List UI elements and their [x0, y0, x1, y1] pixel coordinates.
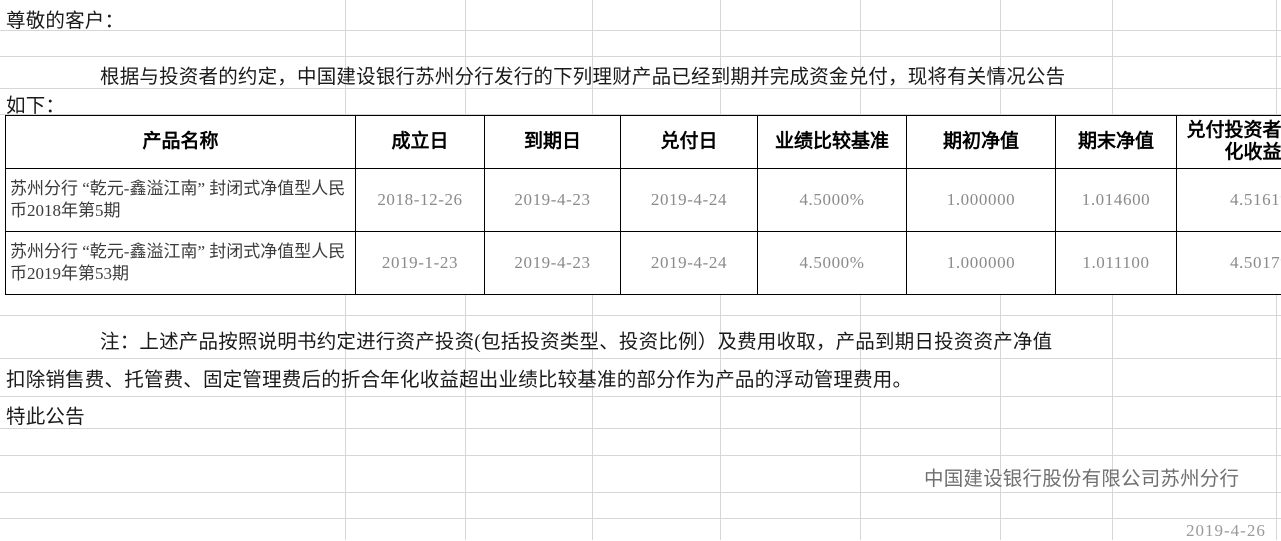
signature-text: 中国建设银行股份有限公司苏州分行	[924, 462, 1239, 491]
note-line1: 注：上述产品按照说明书约定进行资产投资(包括投资类型、投资比例）及费用收取，产品…	[100, 325, 1052, 354]
table-row: 苏州分行 “乾元-鑫溢江南” 封闭式净值型人民币2018年第5期 2018-12…	[6, 169, 1281, 232]
note-line2: 扣除销售费、托管费、固定管理费后的折合年化收益超出业绩比较基准的部分作为产品的浮…	[6, 363, 912, 392]
cell-product-name: 苏州分行 “乾元-鑫溢江南” 封闭式净值型人民币2019年第53期	[6, 232, 356, 295]
table-row: 苏州分行 “乾元-鑫溢江南” 封闭式净值型人民币2019年第53期 2019-1…	[6, 232, 1281, 295]
header-benchmark: 业绩比较基准	[758, 116, 907, 169]
intro-paragraph-line2: 如下：	[6, 89, 65, 118]
cell-established-date: 2018-12-26	[356, 169, 485, 232]
intro-paragraph-line1: 根据与投资者的约定，中国建设银行苏州分行发行的下列理财产品已经到期并完成资金兑付…	[100, 60, 1065, 89]
cell-nav-start: 1.000000	[907, 232, 1056, 295]
cell-maturity-date: 2019-4-23	[485, 169, 621, 232]
cell-payment-date: 2019-4-24	[621, 232, 758, 295]
cell-product-name: 苏州分行 “乾元-鑫溢江南” 封闭式净值型人民币2018年第5期	[6, 169, 356, 232]
header-annualized-yield: 兑付投资者折合年化收益率	[1177, 116, 1281, 169]
cell-nav-end: 1.011100	[1056, 232, 1177, 295]
cell-nav-start: 1.000000	[907, 169, 1056, 232]
header-product-name: 产品名称	[6, 116, 356, 169]
header-established-date: 成立日	[356, 116, 485, 169]
header-payment-date: 兑付日	[621, 116, 758, 169]
header-nav-start: 期初净值	[907, 116, 1056, 169]
cell-annualized-yield: 4.5161%	[1177, 169, 1281, 232]
header-maturity-date: 到期日	[485, 116, 621, 169]
cell-maturity-date: 2019-4-23	[485, 232, 621, 295]
table-header-row: 产品名称 成立日 到期日 兑付日 业绩比较基准 期初净值 期末净值 兑付投资者折…	[6, 116, 1281, 169]
cell-payment-date: 2019-4-24	[621, 169, 758, 232]
announcement-date: 2019-4-26	[1186, 521, 1266, 541]
cell-annualized-yield: 4.5017%	[1177, 232, 1281, 295]
cell-benchmark: 4.5000%	[758, 169, 907, 232]
header-nav-end: 期末净值	[1056, 116, 1177, 169]
closing-text: 特此公告	[6, 400, 85, 429]
product-settlement-table: 产品名称 成立日 到期日 兑付日 业绩比较基准 期初净值 期末净值 兑付投资者折…	[5, 115, 1281, 295]
cell-established-date: 2019-1-23	[356, 232, 485, 295]
cell-nav-end: 1.014600	[1056, 169, 1177, 232]
salutation-text: 尊敬的客户：	[6, 4, 124, 33]
cell-benchmark: 4.5000%	[758, 232, 907, 295]
